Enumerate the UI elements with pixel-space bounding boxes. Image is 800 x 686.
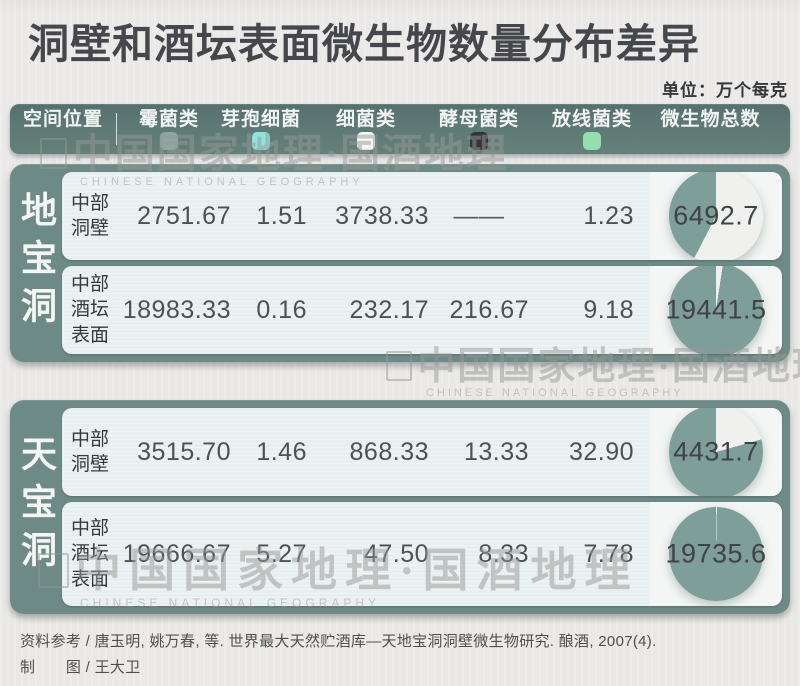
total-count: 4431.7 — [673, 436, 759, 467]
cell-yeast-count: 216.67 — [449, 295, 529, 324]
total-count: 6492.7 — [673, 200, 759, 231]
cell-bacteria-count: 232.17 — [349, 295, 429, 324]
legend-swatch-yeast-icon — [470, 132, 488, 150]
cell-spore-bacteria-count: 0.16 — [256, 295, 307, 324]
column-header-yeast-label: 酵母菌类 — [438, 109, 519, 130]
watermark-en-text: CHINESE NATIONAL GEOGRAPHY — [426, 386, 684, 399]
column-header-bacteria: 细菌类 — [301, 104, 431, 154]
unit-label: 单位：万个每克 — [662, 81, 788, 100]
table-header-bar: 空间位置 霉菌类 芽孢细菌 细菌类 酵母菌类 放线菌类 微生物总数 — [10, 104, 790, 154]
row-location-label: 中部 洞壁 — [71, 428, 110, 475]
table-row: 中部 洞壁 3515.70 1.46 868.33 13.33 32.90 44… — [62, 408, 782, 496]
table-row: 中部 酒坛 表面 18983.33 0.16 232.17 216.67 9.1… — [62, 266, 782, 354]
cell-yeast-count: 13.33 — [463, 437, 529, 466]
legend-swatch-mold-icon — [160, 132, 178, 150]
cell-mold-count: 3515.70 — [137, 437, 231, 466]
column-header-spore-bacteria: 芽孢细菌 — [221, 104, 301, 154]
cell-yeast-count: 8.33 — [478, 539, 529, 568]
legend-swatch-bacteria-icon — [357, 132, 375, 150]
column-header-mold-label: 霉菌类 — [138, 109, 199, 130]
cell-mold-count: 2751.67 — [137, 201, 231, 230]
footer: 资料参考 / 唐玉明, 姚万春, 等. 世界最大天然贮酒库—天地宝洞洞壁微生物研… — [20, 629, 784, 682]
column-header-yeast: 酵母菌类 — [431, 104, 527, 154]
cell-actinomycetes-count: 1.23 — [583, 201, 634, 230]
pie-chart: 6492.7 — [669, 172, 763, 260]
total-count: 19441.5 — [665, 294, 767, 325]
cell-bacteria-count: 47.50 — [363, 539, 429, 568]
column-header-actinomycetes: 放线菌类 — [527, 104, 657, 154]
column-header-spore-bacteria-label: 芽孢细菌 — [221, 109, 302, 130]
cell-spore-bacteria-count: 5.27 — [256, 539, 307, 568]
section-dibao-cave: 地宝洞 中部 洞壁 2751.67 1.51 3738.33 —— 1.23 6… — [10, 164, 790, 362]
total-pie-panel: 6492.7 — [650, 172, 782, 260]
table-row: 中部 酒坛 表面 19666.67 5.27 47.50 8.33 7.78 1… — [62, 502, 782, 606]
total-count: 19735.6 — [665, 538, 767, 569]
total-pie-panel: 19441.5 — [650, 266, 782, 354]
header-divider — [116, 113, 117, 145]
column-header-mold: 霉菌类 — [117, 104, 221, 154]
pie-chart: 19441.5 — [665, 266, 766, 354]
section-tianbao-cave: 天宝洞 中部 洞壁 3515.70 1.46 868.33 13.33 32.9… — [10, 400, 790, 614]
cell-spore-bacteria-count: 1.51 — [256, 201, 307, 230]
source-reference: 资料参考 / 唐玉明, 姚万春, 等. 世界最大天然贮酒库—天地宝洞洞壁微生物研… — [20, 633, 657, 650]
row-location-label: 中部 洞壁 — [71, 192, 110, 239]
pie-chart: 4431.7 — [669, 408, 763, 496]
legend-swatch-actinomycetes-icon — [583, 132, 601, 150]
section-label-tianbao-cave: 天宝洞 — [16, 435, 56, 579]
cell-spore-bacteria-count: 1.46 — [256, 437, 307, 466]
cell-bacteria-count: 868.33 — [349, 437, 429, 466]
section-label-dibao-cave: 地宝洞 — [16, 191, 56, 335]
cell-yeast-count: —— — [453, 201, 505, 230]
cell-mold-count: 19666.67 — [122, 539, 231, 568]
table-row: 中部 洞壁 2751.67 1.51 3738.33 —— 1.23 6492.… — [62, 172, 782, 260]
column-header-location-label: 空间位置 — [22, 109, 103, 130]
page-title: 洞壁和酒坛表面微生物数量分布差异 — [28, 21, 700, 67]
row-location-label: 中部 酒坛 表面 — [71, 518, 110, 590]
total-pie-panel: 4431.7 — [650, 408, 782, 496]
column-header-location: 空间位置 — [10, 104, 116, 154]
column-header-actinomycetes-label: 放线菌类 — [551, 109, 632, 130]
column-header-total-label: 微生物总数 — [660, 109, 761, 130]
total-pie-panel: 19735.6 — [650, 502, 782, 606]
column-header-total: 微生物总数 — [657, 104, 790, 154]
cell-actinomycetes-count: 32.90 — [568, 437, 634, 466]
pie-chart: 19735.6 — [665, 507, 766, 601]
cell-actinomycetes-count: 9.18 — [583, 295, 634, 324]
row-location-label: 中部 酒坛 表面 — [71, 274, 110, 346]
credit-line: 制 图 / 王大卫 — [20, 659, 141, 677]
legend-swatch-spore-bacteria-icon — [252, 132, 270, 150]
cell-bacteria-count: 3738.33 — [335, 201, 429, 230]
cell-mold-count: 18983.33 — [122, 295, 231, 324]
column-header-bacteria-label: 细菌类 — [335, 109, 396, 130]
cell-actinomycetes-count: 7.78 — [583, 539, 634, 568]
